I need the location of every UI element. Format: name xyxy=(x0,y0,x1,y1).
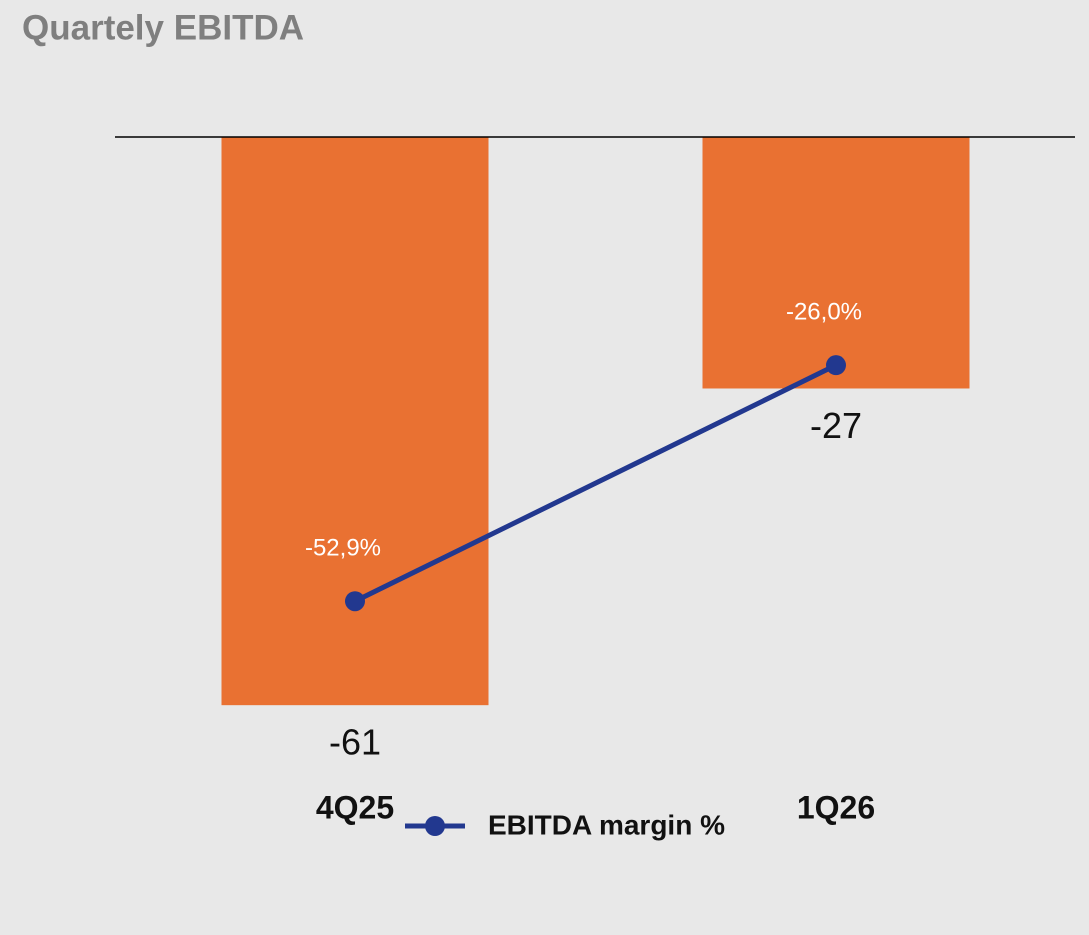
legend-marker xyxy=(425,816,445,836)
line-value-label: -52,9% xyxy=(305,535,381,562)
legend-label: EBITDA margin % xyxy=(488,809,725,840)
bar xyxy=(702,137,970,389)
line-value-label: -26,0% xyxy=(786,298,862,325)
line-point xyxy=(826,355,846,376)
bar-value-label: -27 xyxy=(810,405,862,446)
bar-value-label: -61 xyxy=(329,722,381,763)
x-tick-label: 4Q25 xyxy=(316,789,394,825)
line-point xyxy=(345,591,365,612)
chart-title: Quartely EBITDA xyxy=(22,8,304,47)
x-tick-label: 1Q26 xyxy=(797,789,875,825)
bar xyxy=(221,137,489,706)
line xyxy=(353,362,838,604)
